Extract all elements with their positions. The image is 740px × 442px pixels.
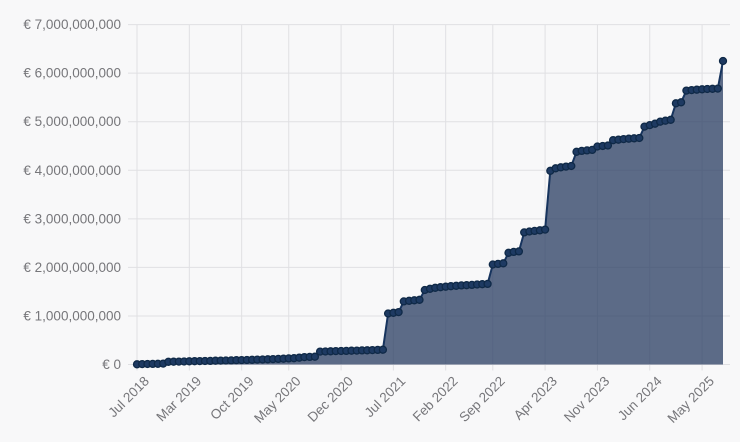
y-axis-tick-label: € 4,000,000,000 — [23, 163, 121, 178]
x-axis-tick-label: Mar 2019 — [153, 373, 204, 424]
y-axis-tick-label: € 3,000,000,000 — [23, 211, 121, 226]
y-axis-tick-label: € 0 — [102, 357, 121, 372]
x-axis-tick-label: Oct 2019 — [207, 373, 256, 422]
x-axis-tick-label: May 2025 — [665, 373, 718, 426]
y-axis-tick-label: € 7,000,000,000 — [23, 17, 121, 32]
data-point[interactable] — [394, 307, 403, 317]
data-point[interactable] — [676, 98, 686, 107]
data-points — [132, 56, 728, 369]
data-point[interactable] — [718, 56, 728, 66]
data-point[interactable] — [666, 115, 675, 124]
data-point[interactable] — [310, 352, 320, 361]
y-axis-tick-label: € 1,000,000,000 — [23, 308, 121, 323]
data-point[interactable] — [378, 345, 388, 354]
y-axis-tick-label: € 2,000,000,000 — [23, 260, 121, 275]
x-axis-tick-label: Dec 2020 — [305, 373, 356, 424]
x-axis-tick-label: Sep 2022 — [456, 373, 507, 424]
data-point[interactable] — [713, 84, 722, 93]
data-point[interactable] — [415, 295, 424, 304]
x-axis-tick-label: Feb 2022 — [410, 373, 461, 424]
x-axis-tick-label: Nov 2023 — [561, 373, 612, 424]
x-axis-tick-label: May 2020 — [251, 373, 304, 426]
data-point[interactable] — [514, 247, 524, 256]
data-point[interactable] — [567, 161, 576, 171]
data-point[interactable] — [603, 141, 613, 150]
x-axis-tick-label: Jul 2018 — [105, 373, 152, 420]
area-series — [136, 60, 724, 366]
data-point[interactable] — [540, 225, 550, 234]
data-point[interactable] — [635, 133, 644, 143]
y-axis-labels: € 0 € 1,000,000,000 € 2,000,000,000 € 3,000… — [23, 17, 121, 372]
y-axis-tick-label: € 5,000,000,000 — [23, 114, 121, 129]
series-area-fill — [137, 61, 723, 365]
y-axis-tick-label: € 6,000,000,000 — [23, 66, 121, 81]
data-point[interactable] — [483, 279, 492, 289]
data-point[interactable] — [499, 259, 508, 268]
x-axis-tick-label: Apr 2023 — [511, 373, 560, 422]
x-axis-tick-label: Jun 2024 — [615, 373, 665, 423]
x-axis-tick-label: Jul 2021 — [362, 373, 409, 420]
